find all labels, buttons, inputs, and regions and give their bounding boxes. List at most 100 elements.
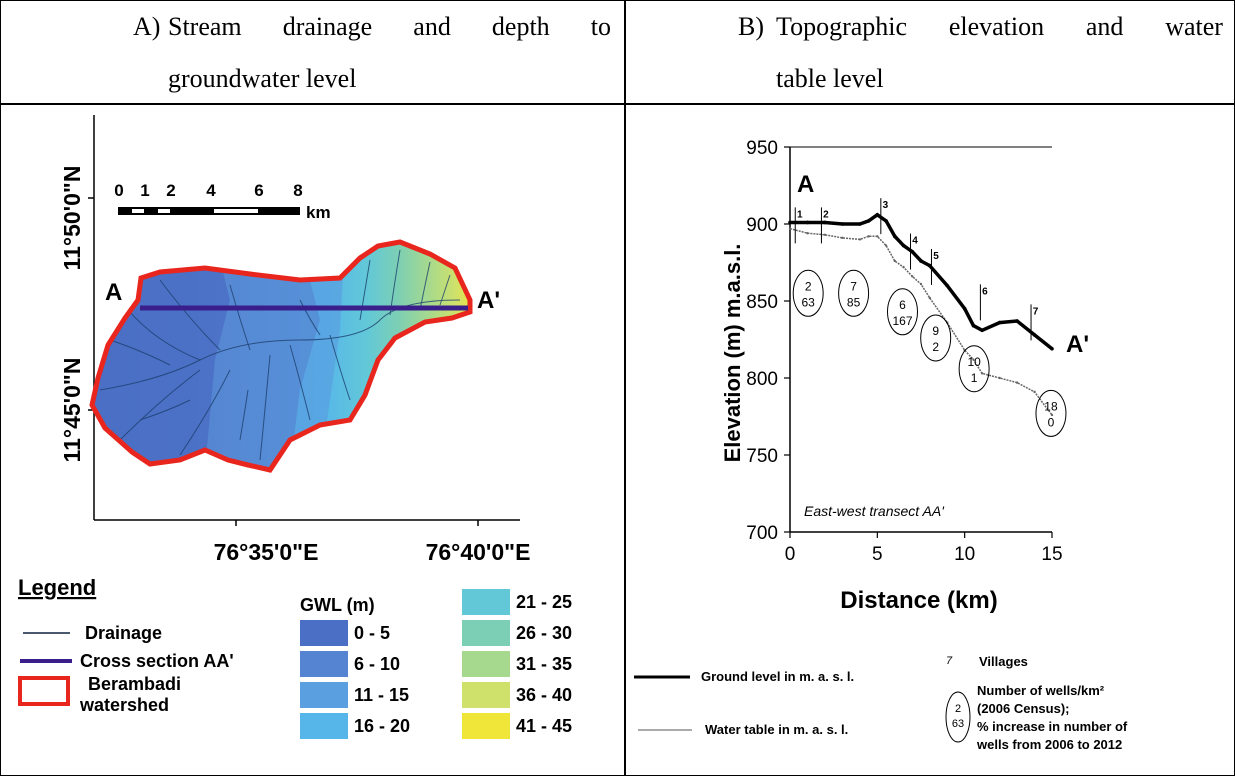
series-0-point-18 (1015, 319, 1019, 323)
series-0-point-2 (823, 220, 827, 225)
legend-circle-a: 2 (955, 703, 961, 715)
well-circle-b-1: 85 (847, 295, 861, 309)
well-circle-b-3: 2 (932, 340, 939, 354)
series-1-point-0 (788, 227, 792, 230)
village-label-4: 5 (933, 251, 939, 262)
panel-a-map: 11°50'0"N 11°45'0"N 76°35'0"E 76°40'0"E … (18, 115, 572, 739)
series-1-point-1 (806, 232, 809, 235)
chart-legend: Ground level in m. a. s. l. Water table … (634, 654, 1128, 752)
series-0-point-16 (980, 328, 984, 333)
series-1-point-3 (841, 236, 844, 240)
legend-wells-1: Number of wells/km² (977, 683, 1105, 698)
series-0-point-4 (858, 222, 862, 226)
series-0-point-8 (893, 234, 897, 239)
series-1-point-11 (919, 282, 923, 286)
scale-tick-4: 4 (206, 181, 216, 200)
well-circle-b-4: 1 (971, 371, 978, 385)
series-0-point-20 (1050, 346, 1054, 351)
series-0-point-10 (910, 249, 915, 254)
y-tick-label-2: 800 (746, 369, 778, 390)
gwl-swatch-2 (300, 682, 348, 708)
well-circle-a-4: 10 (967, 355, 981, 369)
chart-annotations: 1 2 3 4 5 6 7 2 63 7 85 6 167 9 2 10 1 18 0 (792, 198, 1067, 437)
panel-a-letter: A) (133, 12, 161, 41)
gwl-swatch-0 (300, 620, 348, 646)
gwl-label-5: 26 - 30 (516, 623, 572, 643)
legend-circle-b: 63 (952, 718, 964, 730)
village-label-0: 1 (797, 209, 803, 220)
chart-point-a-prime: A' (1066, 331, 1089, 358)
x-tick-label-2: 10 (954, 544, 975, 565)
legend-wells-3: % increase in number of (977, 719, 1128, 734)
gwl-swatches: 0 - 5 6 - 10 11 - 15 16 - 20 21 - 25 26 - 30 3… (300, 589, 572, 739)
legend-gwl-title: GWL (m) (300, 595, 375, 615)
well-circle-5 (1035, 389, 1067, 437)
series-1-point-10 (911, 275, 914, 278)
series-0-point-6 (875, 212, 880, 217)
well-circle-b-5: 0 (1048, 415, 1055, 429)
scale-unit: km (306, 203, 331, 222)
gwl-label-6: 31 - 35 (516, 654, 572, 674)
panel-a-title-word-2: and (413, 12, 451, 41)
well-circle-a-1: 7 (850, 279, 857, 293)
map-point-a-prime: A' (477, 287, 500, 314)
village-label-3: 4 (912, 236, 918, 247)
series-0-point-19 (1032, 333, 1037, 337)
x-axis-label: Distance (km) (840, 587, 997, 614)
legend-drainage: Drainage (85, 623, 162, 643)
well-circle-4 (958, 345, 990, 393)
gwl-swatch-6 (462, 651, 510, 677)
scale-tick-1: 1 (140, 181, 149, 200)
chart-point-a: A (797, 171, 814, 198)
panel-a-title-word-0: Stream (168, 12, 242, 41)
well-circle-a-2: 6 (899, 298, 906, 312)
map-point-a: A (105, 279, 122, 306)
series-1-point-8 (893, 259, 896, 263)
series-1-point-12 (928, 296, 931, 300)
series-1-point-9 (902, 265, 905, 269)
lat-label-north: 11°50'0"N (59, 166, 85, 271)
gwl-label-2: 11 - 15 (354, 685, 409, 705)
legend-title: Legend (18, 575, 96, 600)
series-1-point-20 (1050, 413, 1054, 417)
panel-divider (624, 0, 626, 776)
legend-ground: Ground level in m. a. s. l. (701, 669, 854, 684)
gwl-swatch-5 (462, 620, 510, 646)
gwl-swatch-1 (300, 651, 348, 677)
panel-a-title-line1: Stream drainage and depth to (168, 0, 611, 54)
panel-b-title-line2: table level (776, 64, 884, 93)
legend-village-num: 7 (946, 655, 953, 667)
legend-berambadi: Berambadi (88, 674, 181, 694)
well-circle-a-5: 18 (1044, 399, 1058, 413)
chart-series (788, 212, 1054, 417)
well-circle-0 (792, 269, 824, 317)
series-1-point-18 (1015, 381, 1019, 384)
x-tick-label-0: 0 (785, 544, 796, 565)
transect-annotation: East-west transect AA' (804, 503, 945, 519)
panel-b-title-word-0: Topographic (776, 12, 908, 41)
y-tick-label-0: 700 (746, 523, 778, 544)
gwl-label-8: 41 - 45 (516, 716, 572, 736)
gwl-label-0: 0 - 5 (354, 623, 390, 643)
y-tick-label-3: 850 (746, 292, 778, 313)
series-1-point-15 (972, 358, 975, 361)
panel-a-title-line2: groundwater level (168, 64, 357, 93)
scale-tick-6: 6 (254, 181, 263, 200)
gwl-swatch-3 (300, 713, 348, 739)
well-circle-1 (838, 269, 870, 317)
series-0-point-17 (997, 320, 1002, 325)
y-tick-label-4: 900 (746, 215, 778, 236)
lon-label-west: 76°35'0"E (214, 539, 319, 565)
series-0-point-14 (962, 306, 967, 311)
series-1-point-19 (1033, 390, 1036, 394)
series-1-point-16 (980, 372, 984, 375)
legend-water: Water table in m. a. s. l. (705, 722, 848, 737)
header-divider (0, 103, 1235, 105)
panel-b-title-word-2: and (1085, 12, 1124, 41)
panel-b-title-word-3: water (1165, 12, 1223, 41)
lon-label-east: 76°40'0"E (426, 539, 531, 565)
legend-wells-2: (2006 Census); (977, 701, 1069, 716)
map-legend: Legend Drainage Cross section AA' Beramb… (18, 575, 572, 739)
series-0-point-13 (945, 283, 949, 288)
